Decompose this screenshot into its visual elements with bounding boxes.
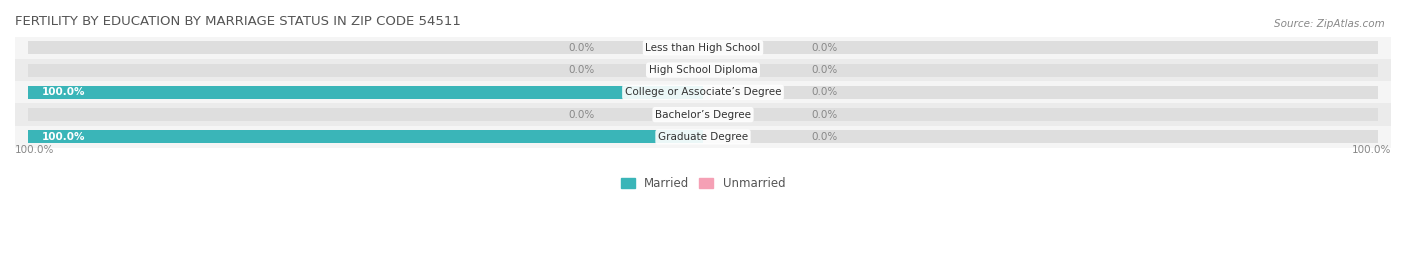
Bar (28, 41, 1378, 54)
Text: 100.0%: 100.0% (42, 87, 86, 97)
Bar (28, 86, 703, 99)
Bar (15, 104, 1391, 126)
Bar (15, 37, 1391, 59)
Text: 0.0%: 0.0% (569, 65, 595, 75)
Bar (28, 108, 1378, 121)
Text: 100.0%: 100.0% (15, 145, 55, 155)
Bar (28, 64, 1378, 77)
Bar (15, 126, 1391, 148)
Bar (15, 59, 1391, 81)
Text: Graduate Degree: Graduate Degree (658, 132, 748, 142)
Text: High School Diploma: High School Diploma (648, 65, 758, 75)
Text: College or Associate’s Degree: College or Associate’s Degree (624, 87, 782, 97)
Text: 0.0%: 0.0% (811, 43, 837, 53)
Bar (28, 130, 703, 143)
Bar (28, 86, 1378, 99)
Legend: Married, Unmarried: Married, Unmarried (616, 173, 790, 195)
Text: Less than High School: Less than High School (645, 43, 761, 53)
Text: Source: ZipAtlas.com: Source: ZipAtlas.com (1274, 19, 1385, 29)
Text: 0.0%: 0.0% (811, 110, 837, 120)
Text: 100.0%: 100.0% (42, 132, 86, 142)
Text: 0.0%: 0.0% (569, 43, 595, 53)
Text: 0.0%: 0.0% (811, 87, 837, 97)
Text: 0.0%: 0.0% (811, 65, 837, 75)
Bar (15, 81, 1391, 104)
Text: Bachelor’s Degree: Bachelor’s Degree (655, 110, 751, 120)
Text: 0.0%: 0.0% (811, 132, 837, 142)
Bar (28, 130, 1378, 143)
Text: 0.0%: 0.0% (569, 110, 595, 120)
Text: FERTILITY BY EDUCATION BY MARRIAGE STATUS IN ZIP CODE 54511: FERTILITY BY EDUCATION BY MARRIAGE STATU… (15, 15, 461, 28)
Text: 100.0%: 100.0% (1351, 145, 1391, 155)
